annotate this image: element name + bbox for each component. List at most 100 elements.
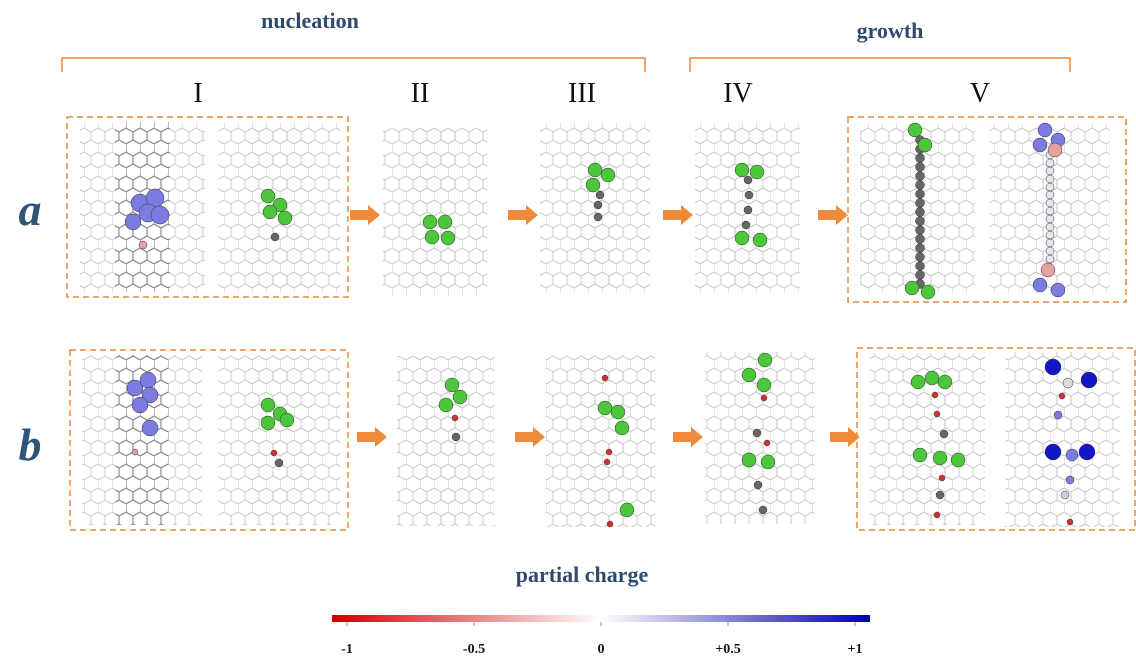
atom: [744, 176, 752, 184]
atom: [125, 214, 141, 230]
arrow: [350, 205, 380, 225]
atom: [754, 481, 762, 489]
atom: [602, 375, 608, 381]
atom: [132, 397, 148, 413]
atom: [916, 226, 925, 235]
stage-label: IV: [723, 78, 753, 109]
atom: [916, 199, 925, 208]
atom: [1046, 175, 1054, 183]
atom: [1066, 449, 1078, 461]
atom: [938, 375, 952, 389]
nanotube-front: [252, 355, 306, 525]
row-label: b: [19, 419, 42, 470]
atom: [586, 178, 600, 192]
colorbar-tick-label: -0.5: [463, 642, 485, 657]
atom: [1041, 263, 1055, 277]
arrow: [818, 205, 848, 225]
nanotube-front: [412, 128, 458, 296]
atom: [916, 208, 925, 217]
atom: [1046, 247, 1054, 255]
atom: [1046, 183, 1054, 191]
atom: [908, 123, 922, 137]
atom: [1054, 411, 1062, 419]
nucleation-bracket: [62, 58, 645, 72]
colorbar-tick-label: 0: [598, 642, 605, 657]
atom: [611, 405, 625, 419]
atom: [916, 217, 925, 226]
atom: [905, 281, 919, 295]
atom: [452, 415, 458, 421]
colorbar: [332, 615, 870, 622]
atom: [1045, 359, 1061, 375]
atom: [1059, 393, 1065, 399]
atom: [1046, 167, 1054, 175]
stage-label: V: [970, 78, 990, 109]
arrow: [830, 427, 860, 447]
atom: [1046, 207, 1054, 215]
atom: [594, 201, 602, 209]
atom: [925, 371, 939, 385]
atom: [913, 448, 927, 462]
atom: [139, 241, 147, 249]
colorbar-tick-label: +1: [848, 642, 863, 657]
arrow: [508, 205, 538, 225]
atom: [759, 506, 767, 514]
colorbar-title: partial charge: [516, 562, 649, 587]
arrow: [515, 427, 545, 447]
atom: [261, 398, 275, 412]
atom: [1038, 123, 1052, 137]
atom: [916, 154, 925, 163]
nucleation-label: nucleation: [261, 8, 359, 33]
atom: [735, 231, 749, 245]
atom: [761, 455, 775, 469]
atom: [753, 233, 767, 247]
row-label: a: [19, 184, 42, 235]
atom: [916, 262, 925, 271]
atom: [940, 430, 948, 438]
atom: [916, 163, 925, 172]
atom: [744, 206, 752, 214]
colorbar-tick-label: +0.5: [715, 642, 740, 657]
atom: [598, 401, 612, 415]
growth-label: growth: [857, 18, 924, 43]
atom: [278, 211, 292, 225]
stage-label: III: [568, 78, 596, 109]
nanotube-front: [1037, 352, 1088, 527]
atom: [1046, 239, 1054, 247]
atom: [1046, 231, 1054, 239]
atom: [1048, 143, 1062, 157]
atom: [620, 503, 634, 517]
atom: [916, 172, 925, 181]
atom: [1046, 215, 1054, 223]
atom: [951, 453, 965, 467]
atom: [934, 411, 940, 417]
atom: [441, 231, 455, 245]
atom: [934, 512, 940, 518]
atom: [423, 215, 437, 229]
arrow: [663, 205, 693, 225]
atom: [606, 449, 612, 455]
atom: [911, 375, 925, 389]
atom: [1046, 159, 1054, 167]
atom: [750, 165, 764, 179]
atom: [596, 191, 604, 199]
atom: [140, 372, 156, 388]
atom: [742, 453, 756, 467]
atom: [615, 421, 629, 435]
atom: [275, 459, 283, 467]
atom: [1046, 199, 1054, 207]
atom: [916, 253, 925, 262]
atom: [918, 138, 932, 152]
atom: [132, 449, 138, 455]
atom: [758, 353, 772, 367]
atom: [936, 491, 944, 499]
atom: [588, 163, 602, 177]
atom: [1046, 255, 1054, 263]
atom: [916, 235, 925, 244]
atom: [1046, 191, 1054, 199]
atom: [757, 378, 771, 392]
atom: [1066, 476, 1074, 484]
growth-bracket: [690, 58, 1070, 72]
atom: [439, 398, 453, 412]
atom: [280, 413, 294, 427]
